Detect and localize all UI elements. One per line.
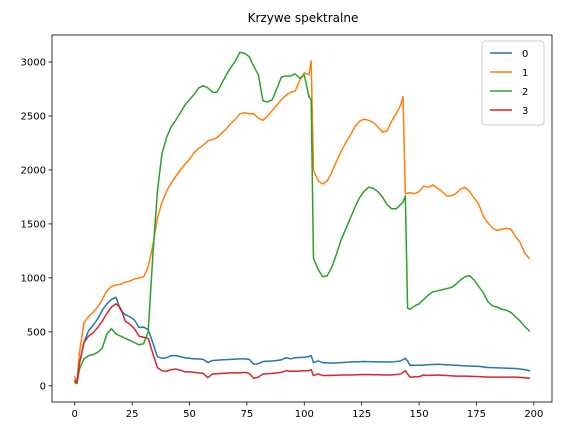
x-tick-label: 125 [352, 409, 371, 420]
y-tick-label: 1500 [21, 219, 46, 230]
y-tick-label: 3000 [21, 57, 46, 68]
y-tick-label: 0 [40, 381, 46, 392]
y-tick-label: 2000 [21, 165, 46, 176]
x-tick-label: 100 [295, 409, 314, 420]
legend-label-3: 3 [522, 106, 528, 117]
chart-title: Krzywe spektralne [248, 11, 359, 25]
legend-label-0: 0 [522, 49, 528, 60]
x-tick-label: 25 [126, 409, 139, 420]
y-tick-label: 2500 [21, 111, 46, 122]
y-tick-label: 1000 [21, 273, 46, 284]
legend-label-1: 1 [522, 68, 528, 79]
y-tick-label: 500 [27, 327, 46, 338]
x-tick-label: 0 [72, 409, 78, 420]
x-tick-label: 150 [410, 409, 429, 420]
legend: 0 1 2 3 [482, 41, 544, 125]
x-tick-label: 175 [467, 409, 486, 420]
x-tick-label: 75 [241, 409, 254, 420]
legend-label-2: 2 [522, 87, 528, 98]
x-tick-label: 200 [524, 409, 543, 420]
x-tick-label: 50 [183, 409, 196, 420]
